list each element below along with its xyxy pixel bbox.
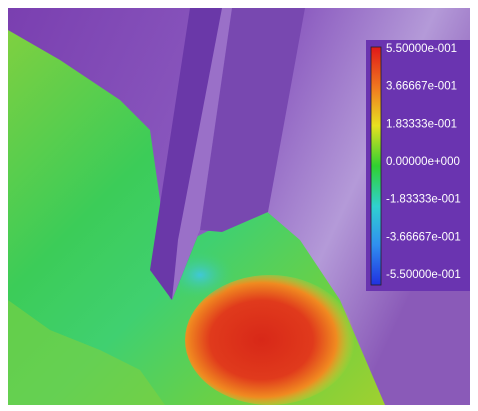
colorbar — [371, 47, 381, 285]
colorbar-label: 5.50000e-001 — [386, 43, 457, 55]
simulation-view: 5.50000e-001 3.66667e-001 1.83333e-001 0.00… — [0, 0, 478, 411]
colorbar-label: -5.50000e-001 — [386, 269, 461, 281]
colorbar-label: 0.00000e+000 — [386, 156, 460, 168]
colorbar-label: -1.83333e-001 — [386, 194, 461, 206]
colorbar-label: 3.66667e-001 — [386, 81, 457, 93]
colorbar-label: -3.66667e-001 — [386, 231, 461, 243]
colorbar-label: 1.83333e-001 — [386, 118, 457, 130]
